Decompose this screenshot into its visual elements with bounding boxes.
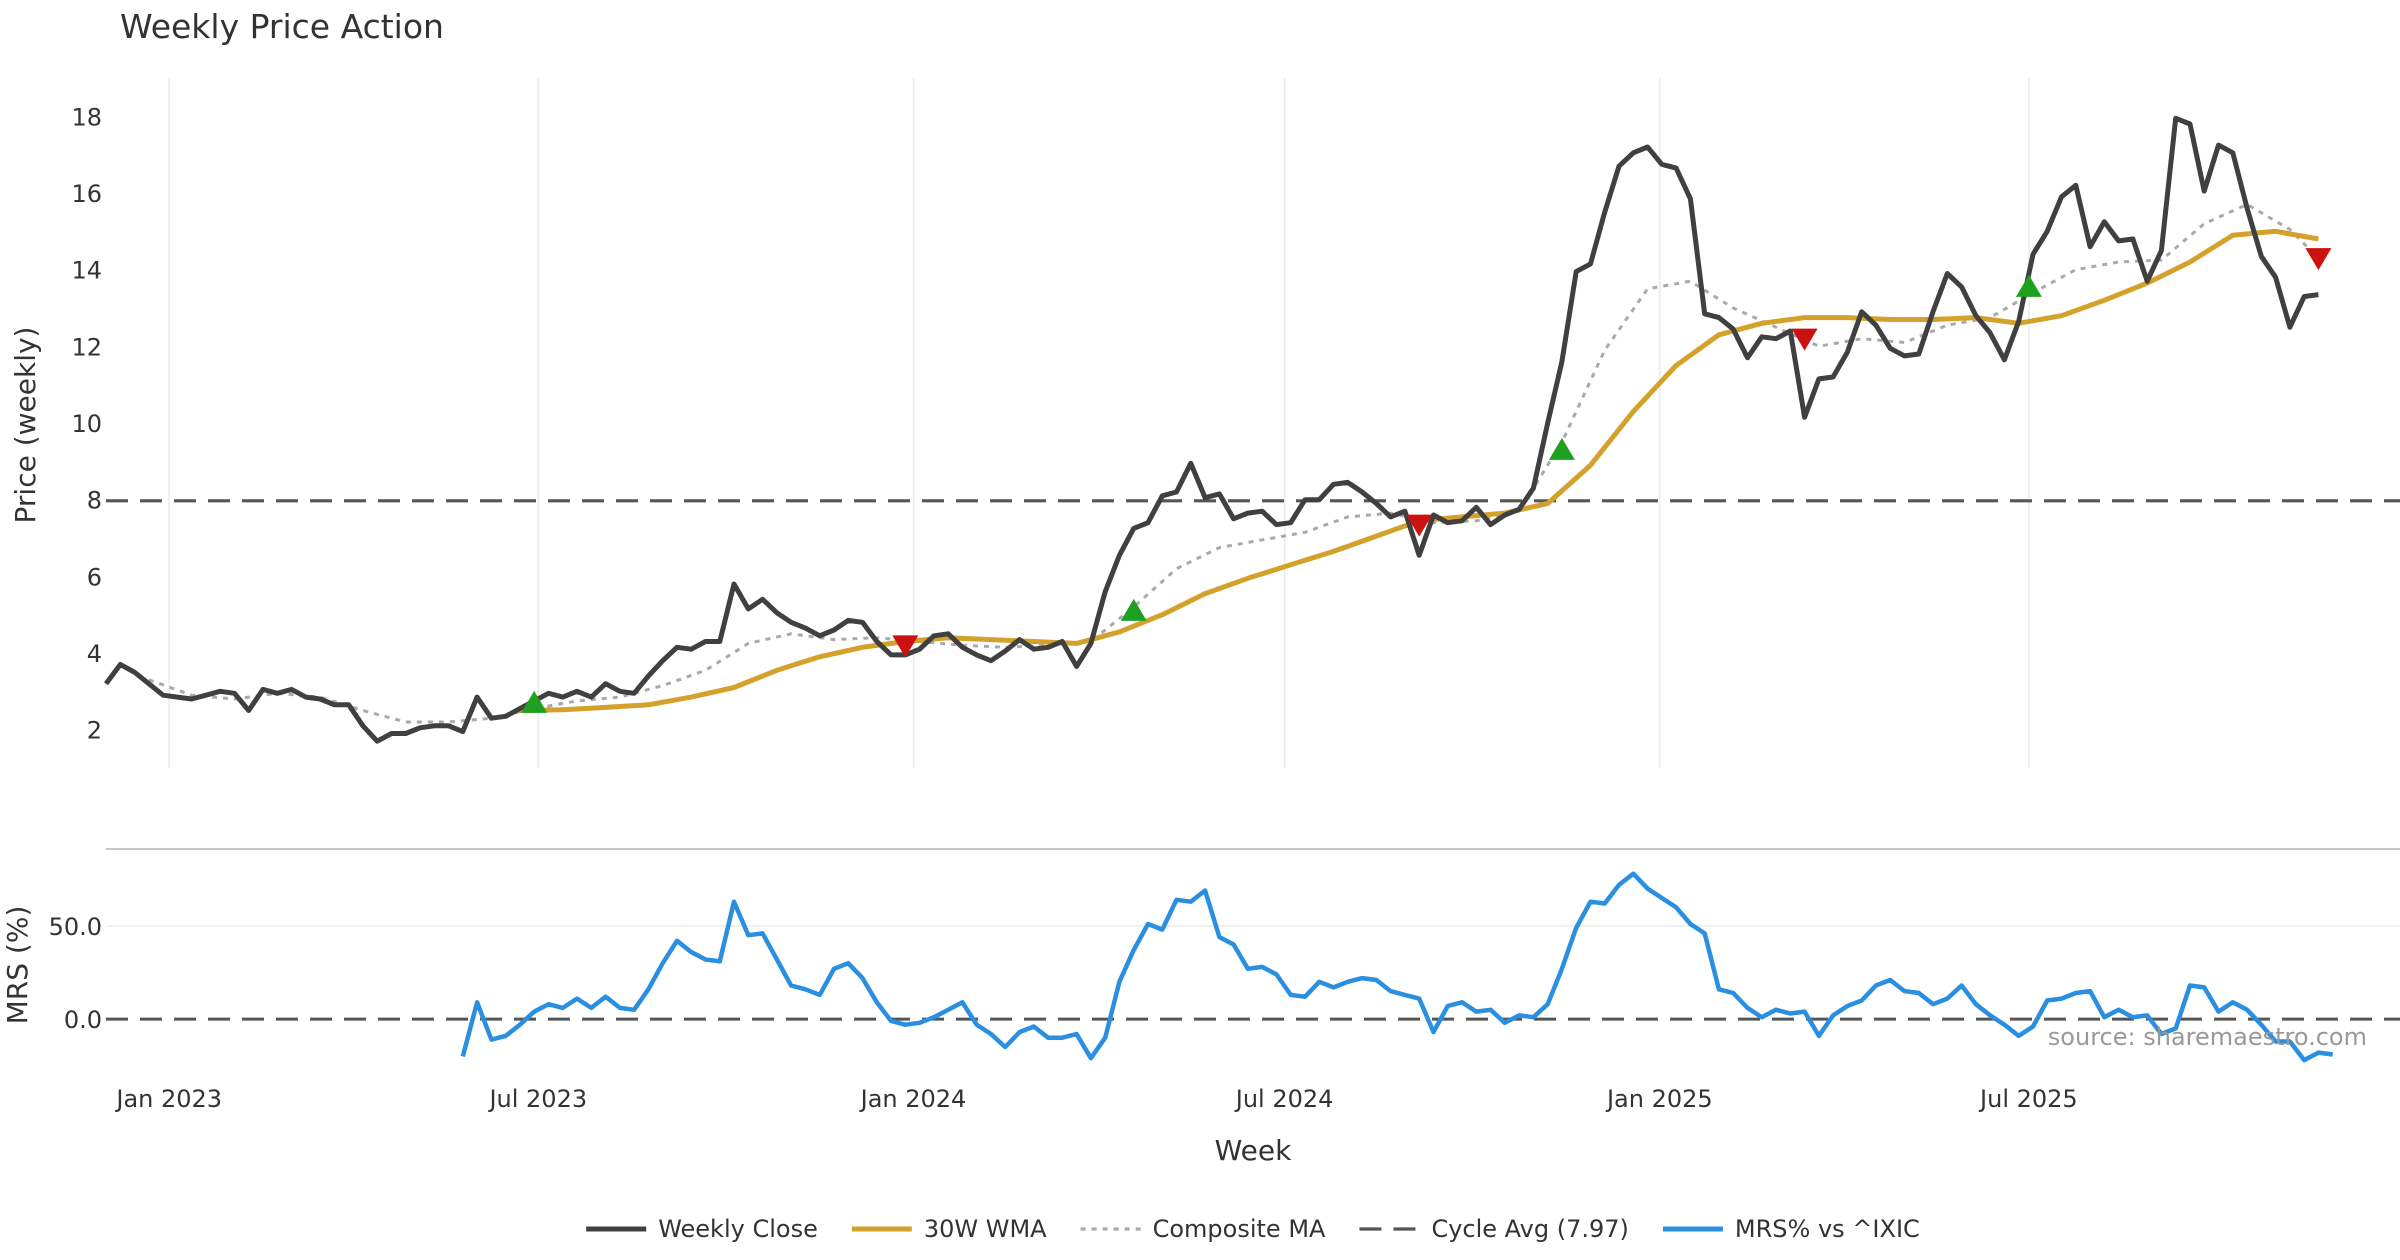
legend-label: Composite MA	[1153, 1215, 1326, 1243]
legend: Weekly Close 30W WMA Composite MA Cycle Avg…	[586, 1215, 1920, 1243]
price-series	[103, 115, 2400, 744]
series-30w-wma	[519, 228, 2319, 713]
x-tick-label: Jul 2023	[487, 1085, 587, 1113]
mrs-panel: 0.0 50.0	[49, 871, 2400, 1063]
price-panel: 2 4 6 8 10 12 14 16 18	[71, 78, 2400, 768]
x-tick-label: Jul 2025	[1978, 1085, 2078, 1113]
legend-label: Cycle Avg (7.97)	[1431, 1215, 1628, 1243]
legend-label: Weekly Close	[658, 1215, 818, 1243]
price-y-axis-label: Price (weekly)	[9, 327, 42, 524]
x-tick-label: Jul 2024	[1234, 1085, 1334, 1113]
buy-signal-marker	[2015, 274, 2042, 297]
signal-markers	[521, 248, 2332, 713]
buy-signal-marker	[1120, 598, 1147, 621]
legend-label: MRS% vs ^IXIC	[1735, 1215, 1920, 1243]
series-composite-ma	[148, 203, 2320, 724]
mrs-series	[460, 871, 2333, 1063]
sell-signal-marker	[2305, 248, 2332, 271]
price-y-tick-label: 2	[87, 717, 102, 745]
price-y-tick-label: 14	[71, 257, 102, 285]
price-y-tick-label: 16	[71, 180, 102, 208]
x-tick-label: Jan 2025	[1605, 1085, 1713, 1113]
x-axis-label: Week	[1215, 1134, 1292, 1167]
price-y-tick-label: 4	[87, 640, 102, 668]
mrs-y-tick-label: 50.0	[49, 913, 102, 941]
legend-label: 30W WMA	[924, 1215, 1047, 1243]
buy-signal-marker	[521, 690, 548, 713]
series-mrs-vs-ixic	[460, 871, 2333, 1063]
x-axis-ticks: Jan 2023 Jul 2023 Jan 2024 Jul 2024 Jan 2025…	[114, 1085, 2077, 1113]
price-y-tick-label: 6	[87, 563, 102, 591]
mrs-grid	[106, 925, 2400, 1021]
buy-signal-marker	[1548, 437, 1575, 460]
source-annotation: source: sharemaestro.com	[2048, 1023, 2367, 1051]
mrs-y-tick-label: 0.0	[64, 1006, 102, 1034]
price-y-ticks: 2 4 6 8 10 12 14 16 18	[71, 103, 102, 744]
mrs-y-axis-label: MRS (%)	[1, 906, 34, 1025]
sell-signal-marker	[1791, 328, 1818, 351]
x-tick-label: Jan 2023	[114, 1085, 222, 1113]
chart-title: Weekly Price Action	[120, 7, 444, 46]
price-y-tick-label: 18	[71, 103, 102, 131]
price-grid	[168, 78, 2030, 768]
series-weekly-close	[103, 115, 2319, 744]
mrs-y-ticks: 0.0 50.0	[49, 913, 102, 1034]
sell-signal-marker	[892, 635, 919, 658]
price-y-tick-label: 8	[87, 487, 102, 515]
sell-signal-marker	[1406, 514, 1433, 537]
price-y-tick-label: 10	[71, 410, 102, 438]
x-tick-label: Jan 2024	[859, 1085, 967, 1113]
price-y-tick-label: 12	[71, 333, 102, 361]
